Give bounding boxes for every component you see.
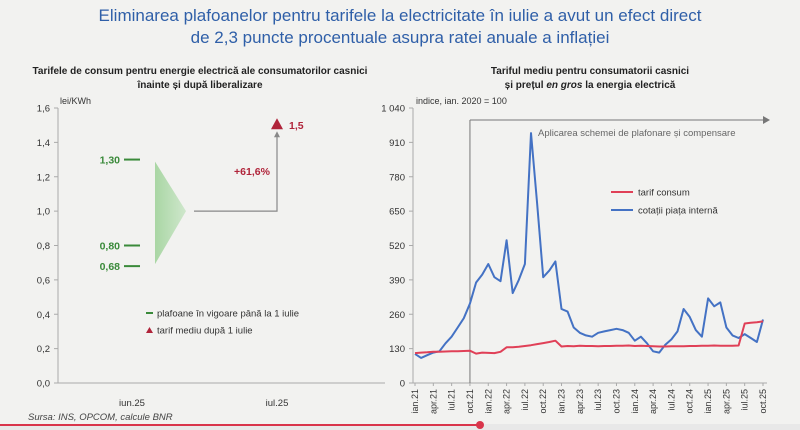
right-x-tick-label: ian.21 — [410, 389, 420, 414]
source-note: Sursa: INS, OPCOM, calcule BNR — [28, 412, 173, 423]
right-y-tick-label: 0 — [400, 379, 405, 390]
left-red-marker — [271, 118, 283, 130]
left-y-tick-label: 0,2 — [37, 344, 50, 355]
right-x-tick-label: iul.25 — [740, 389, 750, 411]
right-x-tick-label: oct.25 — [758, 389, 768, 414]
right-x-tick-label: iul.24 — [666, 389, 676, 411]
left-chart: 0,0 0,2 0,4 0,6 0,8 1,0 1,2 1,4 1,6 lei/KWh iun.25… — [37, 96, 385, 409]
left-legend-red-label: tarif mediu după 1 iulie — [157, 326, 253, 337]
left-y-tick-label: 0,6 — [37, 275, 50, 286]
right-y-tick-label: 260 — [389, 310, 405, 321]
left-y-tick-label: 0,0 — [37, 379, 50, 390]
left-y-axis-label: lei/KWh — [60, 96, 91, 106]
right-x-tick-label: apr.22 — [502, 389, 512, 414]
left-y-tick-label: 1,6 — [37, 104, 50, 115]
left-y-tick-label: 1,4 — [37, 138, 50, 149]
right-x-tick-label: oct.23 — [611, 389, 621, 414]
right-y-tick-label: 910 — [389, 138, 405, 149]
right-x-tick-label: ian.23 — [557, 389, 567, 414]
video-progress-track[interactable] — [0, 421, 800, 430]
right-x-tick-label: iul.21 — [447, 389, 457, 411]
left-chart-title-line-1: Tarifele de consum pentru energie electr… — [33, 66, 368, 77]
left-y-tick-label: 1,2 — [37, 172, 50, 183]
left-green-data-label: 1,30 — [100, 155, 121, 167]
right-y-tick-label: 650 — [389, 207, 405, 218]
right-x-tick-label: apr.25 — [721, 389, 731, 414]
left-increase-annotation: +61,6% — [234, 166, 271, 178]
right-x-tick-label: iul.22 — [520, 389, 530, 411]
slide-title: Eliminarea plafoanelor pentru tarifele l… — [0, 5, 800, 49]
right-x-tick-label: apr.24 — [648, 389, 658, 414]
right-chart-title-line-2: și prețul en gros la energia electrică — [505, 80, 676, 91]
right-x-tick-label: oct.24 — [685, 389, 695, 414]
right-legend-cotatii-label: cotații piața internă — [638, 206, 718, 217]
left-y-tick-label: 0,8 — [37, 241, 50, 252]
right-series-cotatii — [414, 132, 764, 359]
right-series-tarif-consum — [414, 320, 764, 355]
left-x-tick-label: iun.25 — [119, 398, 145, 409]
right-chart: 0 130 260 390 520 650 780 910 1 040 indice, ian. … — [381, 96, 770, 414]
right-x-tick-label: ian.24 — [630, 389, 640, 414]
video-progress-fill — [0, 424, 480, 426]
right-y-tick-label: 130 — [389, 344, 405, 355]
slide-title-line-1: Eliminarea plafoanelor pentru tarifele l… — [98, 6, 702, 25]
right-x-tick-label: apr.23 — [575, 389, 585, 414]
video-progress-handle[interactable] — [476, 421, 484, 429]
right-x-tick-label: apr.21 — [428, 389, 438, 414]
slide-title-line-2: de 2,3 puncte procentuale asupra ratei a… — [190, 28, 610, 47]
right-y-tick-label: 780 — [389, 172, 405, 183]
right-x-tick-label: oct.21 — [465, 389, 475, 414]
right-x-tick-label: oct.22 — [538, 389, 548, 414]
right-y-tick-label: 390 — [389, 275, 405, 286]
left-range-wedge — [155, 161, 186, 265]
left-red-data-label: 1,5 — [289, 120, 304, 132]
left-increase-connector — [194, 135, 278, 212]
right-y-tick-label: 1 040 — [381, 104, 405, 115]
left-green-data-label: 0,80 — [100, 241, 121, 253]
left-connector-arrowhead — [274, 131, 280, 138]
right-chart-title-line-1: Tariful mediu pentru consumatorii casnic… — [491, 66, 689, 77]
left-legend-red-marker — [146, 327, 153, 333]
right-legend-tarif-label: tarif consum — [638, 188, 690, 199]
left-green-data-label: 0,68 — [100, 261, 121, 273]
left-legend-green-label: plafoane în vigoare până la 1 iulie — [157, 309, 299, 320]
right-policy-arrowhead — [763, 116, 770, 124]
left-chart-title-line-2: înainte și după liberalizare — [136, 80, 262, 91]
right-policy-annotation: Aplicarea schemei de plafonare și compen… — [538, 128, 736, 139]
left-x-tick-label: iul.25 — [266, 398, 289, 409]
right-y-tick-label: 520 — [389, 241, 405, 252]
left-y-tick-label: 1,0 — [37, 207, 50, 218]
right-x-tick-label: iul.23 — [593, 389, 603, 411]
right-x-tick-label: ian.25 — [703, 389, 713, 414]
right-x-tick-label: ian.22 — [483, 389, 493, 414]
left-y-tick-label: 0,4 — [37, 310, 50, 321]
right-y-axis-label: indice, ian. 2020 = 100 — [416, 96, 507, 106]
